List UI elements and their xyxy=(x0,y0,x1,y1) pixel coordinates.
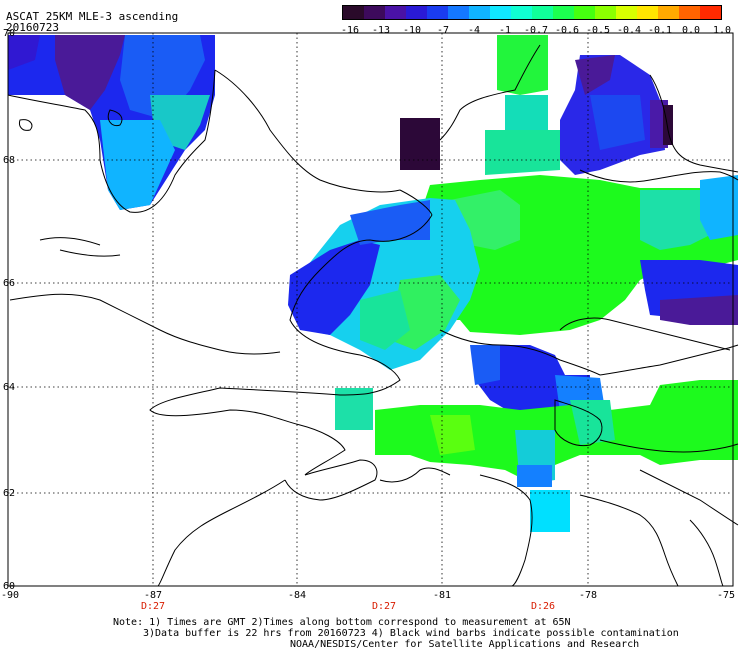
lon-label-90: -90 xyxy=(0,590,20,601)
note-line-1: Note: 1) Times are GMT 2)Times along bot… xyxy=(113,617,571,628)
lon-label-81: -81 xyxy=(432,590,452,601)
color-scale-label: -0.7 xyxy=(523,25,549,36)
color-scale-label: 0.0 xyxy=(681,25,701,36)
lat-lon-grid xyxy=(8,33,733,586)
color-scale-segment xyxy=(553,6,574,19)
lat-label-60: 60 xyxy=(3,581,16,592)
swath-northeast xyxy=(560,55,673,175)
color-scale-segment xyxy=(427,6,448,19)
date-label: 20160723 xyxy=(6,21,59,34)
lon-label-78: -78 xyxy=(578,590,598,601)
color-scale-segment xyxy=(511,6,532,19)
coastlines xyxy=(7,44,739,587)
color-scale-segment xyxy=(637,6,658,19)
map-frame xyxy=(7,32,734,587)
lat-label-62: 62 xyxy=(3,488,16,499)
color-scale-segment xyxy=(343,6,364,19)
color-scale-segment xyxy=(490,6,511,19)
color-scale-label: -4 xyxy=(467,25,481,36)
color-scale-label: -7 xyxy=(436,25,450,36)
color-scale-segment xyxy=(469,6,490,19)
lon-label-75: -75 xyxy=(716,590,736,601)
color-scale-segment xyxy=(574,6,595,19)
time-label: D:27 xyxy=(371,601,397,612)
color-scale-segment xyxy=(679,6,700,19)
color-scale-bar xyxy=(342,5,722,20)
wind-data-swaths xyxy=(8,35,738,532)
color-scale-label: -13 xyxy=(371,25,391,36)
lat-label-68: 68 xyxy=(3,155,16,166)
swath-northwest xyxy=(8,35,215,210)
color-scale-label: -0.6 xyxy=(554,25,580,36)
color-scale-label: -16 xyxy=(340,25,360,36)
color-scale-label: -1 xyxy=(498,25,512,36)
color-scale-label: -0.1 xyxy=(647,25,673,36)
time-label: D:27 xyxy=(140,601,166,612)
lon-label-84: -84 xyxy=(287,590,307,601)
lat-label-64: 64 xyxy=(3,382,16,393)
note-line-2: 3)Data buffer is 22 hrs from 20160723 4)… xyxy=(143,628,679,639)
color-scale-segment xyxy=(700,6,721,19)
swath-hudson-west xyxy=(288,198,480,370)
product-title: ASCAT 25KM MLE-3 ascending xyxy=(6,10,179,23)
lat-label-66: 66 xyxy=(3,278,16,289)
note-line-3: NOAA/NESDIS/Center for Satellite Applica… xyxy=(290,639,640,650)
color-scale-segment xyxy=(658,6,679,19)
color-scale-label: -0.5 xyxy=(585,25,611,36)
time-label: D:26 xyxy=(530,601,556,612)
color-scale-segment xyxy=(595,6,616,19)
color-scale-segment xyxy=(448,6,469,19)
color-scale-label: 1.0 xyxy=(712,25,732,36)
color-scale-labels: -16 -13 -10 -7 -4 -1 -0.7 -0.6 -0.5 -0.4 -0.1 0.0 1.… xyxy=(340,25,734,39)
lon-label-87: -87 xyxy=(143,590,163,601)
color-scale-segment xyxy=(616,6,637,19)
color-scale-label: -0.4 xyxy=(616,25,642,36)
swath-north-center xyxy=(400,35,560,175)
color-scale-segment xyxy=(385,6,406,19)
color-scale-segment xyxy=(406,6,427,19)
color-scale-segment xyxy=(364,6,385,19)
color-scale-segment xyxy=(532,6,553,19)
color-scale-label: -10 xyxy=(402,25,422,36)
lat-label-70: 70 xyxy=(3,28,16,39)
